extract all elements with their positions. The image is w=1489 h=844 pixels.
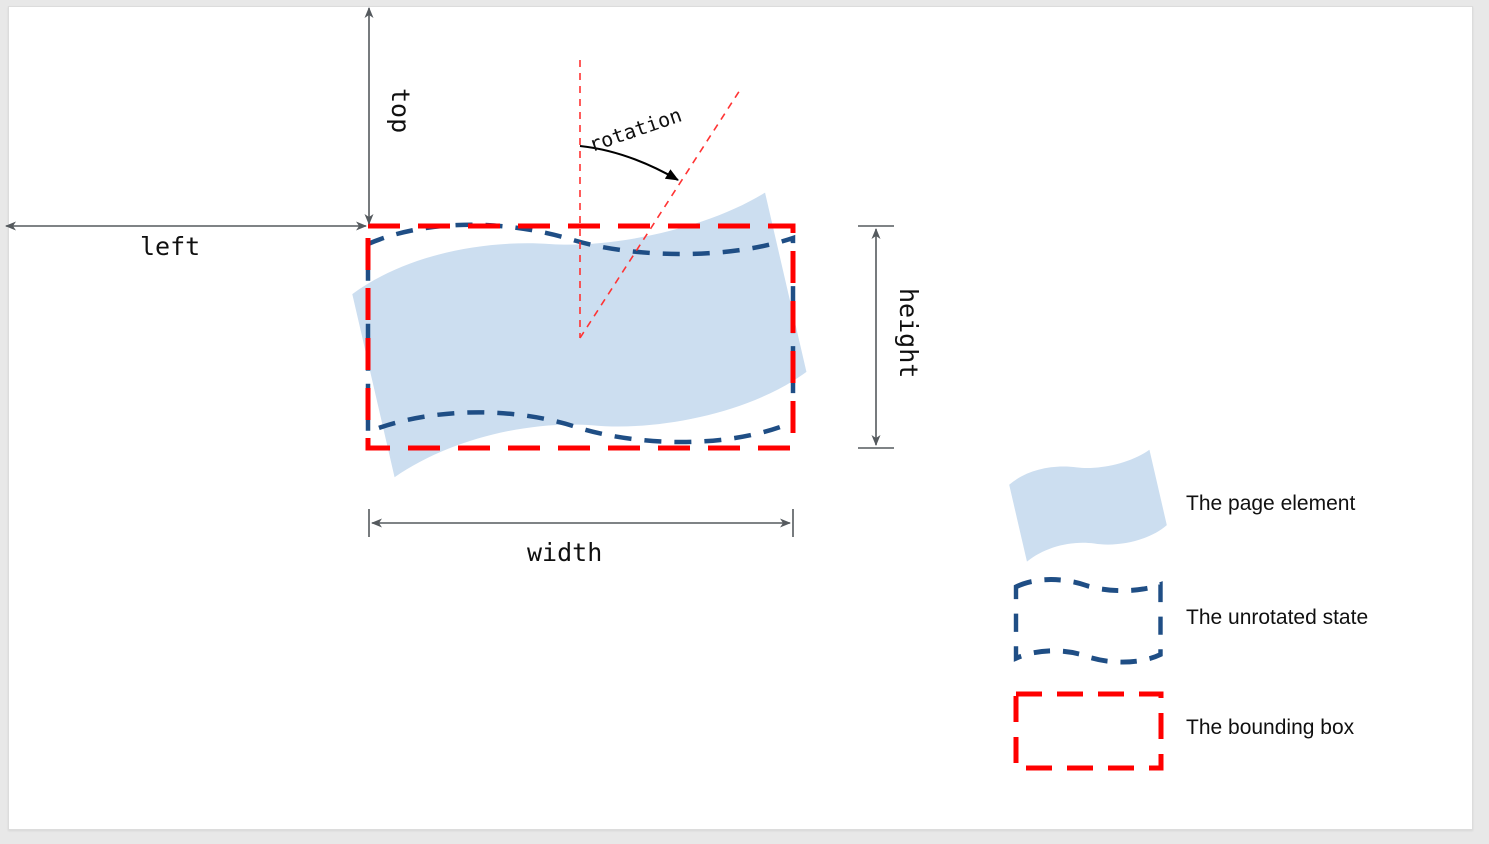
top-label: top [386, 88, 415, 133]
rotation-arc-arrow [579, 144, 679, 181]
diagram-canvas [8, 6, 1473, 830]
legend-item-unrotated-state: The unrotated state [1016, 580, 1368, 663]
legend-item-page-element: The page element [1007, 444, 1355, 566]
legend-label-unrotated-state: The unrotated state [1186, 606, 1368, 629]
legend-label-page-element: The page element [1186, 492, 1355, 515]
left-label: left [140, 232, 200, 261]
legend: The page element The unrotated state The… [1007, 444, 1368, 771]
rotation-axis-line [579, 89, 741, 339]
legend-label-bounding-box: The bounding box [1186, 716, 1355, 739]
legend-item-bounding-box: The bounding box [1013, 691, 1355, 771]
unrotated-state-swatch-icon [1016, 580, 1161, 663]
bounding-box-swatch-icon [1013, 691, 1164, 771]
width-label: width [527, 538, 602, 567]
bounding-box-rect [365, 223, 796, 451]
height-label: height [894, 288, 923, 378]
rotation-label: rotation [586, 103, 685, 157]
page-element-swatch-icon [1007, 444, 1169, 566]
